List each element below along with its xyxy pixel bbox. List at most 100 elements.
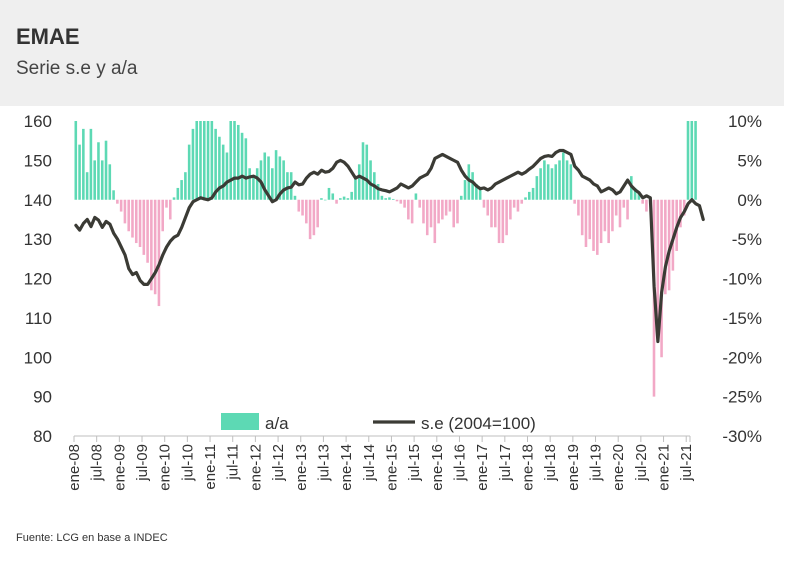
yoy-bar bbox=[202, 121, 206, 200]
x-tick-label: jul-12 bbox=[270, 444, 287, 482]
yoy-bar bbox=[690, 121, 694, 200]
chart-header: EMAE Serie s.e y a/a bbox=[0, 0, 784, 106]
yoy-bar bbox=[622, 199, 626, 208]
yoy-bar bbox=[524, 197, 527, 200]
left-tick-label: 110 bbox=[25, 309, 52, 328]
right-tick-label: -10% bbox=[722, 270, 762, 289]
yoy-bar bbox=[301, 199, 304, 216]
yoy-bar bbox=[580, 199, 584, 236]
yoy-bar bbox=[607, 199, 610, 244]
yoy-bar bbox=[388, 197, 391, 200]
x-tick-label: jul-11 bbox=[225, 444, 242, 481]
x-tick-label: jul-18 bbox=[542, 444, 559, 482]
yoy-bar bbox=[664, 199, 667, 295]
yoy-bars bbox=[74, 121, 697, 397]
yoy-bar bbox=[218, 136, 221, 200]
x-tick-label: jul-13 bbox=[315, 444, 332, 482]
yoy-bar bbox=[433, 199, 437, 244]
yoy-bar bbox=[425, 199, 429, 236]
yoy-bar bbox=[191, 128, 195, 200]
yoy-bar bbox=[320, 198, 323, 200]
yoy-bar bbox=[588, 199, 592, 240]
legend-label-yoy: a/a bbox=[265, 414, 289, 433]
yoy-bar bbox=[459, 195, 463, 200]
x-axis: ene-08 jul-08 ene-09 jul-09 ene-10 jul-10 ene-… bbox=[66, 436, 695, 491]
yoy-bar bbox=[229, 121, 233, 200]
yoy-bar bbox=[509, 199, 512, 220]
left-tick-label: 90 bbox=[33, 388, 52, 407]
chart-title: EMAE bbox=[16, 24, 80, 49]
source-note: Fuente: LCG en base a INDEC bbox=[16, 532, 168, 544]
right-tick-label: -5% bbox=[732, 230, 762, 249]
yoy-bar bbox=[418, 199, 421, 208]
yoy-bar bbox=[599, 199, 603, 244]
right-tick-label: -20% bbox=[722, 348, 762, 367]
yoy-bar bbox=[180, 180, 183, 200]
yoy-bar bbox=[240, 132, 244, 200]
yoy-bar bbox=[187, 144, 191, 200]
yoy-bar bbox=[452, 199, 455, 228]
yoy-bar bbox=[233, 121, 236, 200]
yoy-bar bbox=[694, 121, 697, 200]
yoy-bar bbox=[512, 199, 516, 208]
yoy-bar bbox=[252, 176, 255, 200]
yoy-bar bbox=[255, 168, 259, 200]
yoy-bar bbox=[380, 195, 384, 200]
yoy-bar bbox=[112, 190, 115, 200]
yoy-bar bbox=[596, 199, 599, 255]
yoy-bar bbox=[74, 121, 78, 200]
yoy-bar bbox=[486, 199, 490, 216]
yoy-bar bbox=[346, 198, 350, 200]
yoy-bar bbox=[478, 187, 482, 200]
yoy-bar bbox=[312, 199, 316, 236]
x-tick-label: ene-10 bbox=[157, 444, 174, 491]
yoy-bar bbox=[127, 199, 130, 232]
yoy-bar bbox=[153, 199, 157, 295]
left-tick-label: 100 bbox=[24, 348, 52, 367]
yoy-bar bbox=[97, 142, 100, 200]
x-tick-label: ene-20 bbox=[610, 444, 627, 491]
yoy-bar bbox=[323, 199, 327, 201]
yoy-bar bbox=[493, 199, 497, 228]
yoy-bar bbox=[550, 168, 554, 200]
yoy-bar bbox=[123, 199, 127, 224]
right-axis: -30% -25% -20% -15% -10% -5% 0% 5% 10% bbox=[722, 112, 762, 446]
yoy-bar bbox=[584, 199, 588, 247]
yoy-bar bbox=[361, 142, 365, 200]
yoy-bar bbox=[335, 199, 338, 204]
yoy-bar bbox=[237, 124, 240, 200]
yoy-bar bbox=[482, 199, 486, 208]
x-tick-label: ene-14 bbox=[338, 444, 355, 491]
yoy-bar bbox=[308, 199, 312, 240]
legend-label-se: s.e (2004=100) bbox=[421, 414, 536, 433]
yoy-bar bbox=[667, 199, 671, 291]
yoy-bar bbox=[165, 199, 168, 208]
yoy-bar bbox=[116, 199, 119, 204]
yoy-bar bbox=[221, 144, 225, 200]
x-tick-label: ene-17 bbox=[474, 444, 491, 491]
yoy-bar bbox=[463, 180, 467, 200]
yoy-bar bbox=[297, 199, 301, 212]
left-tick-label: 130 bbox=[24, 230, 52, 249]
x-tick-label: ene-09 bbox=[111, 444, 128, 491]
yoy-bar bbox=[562, 152, 565, 200]
x-tick-label: jul-15 bbox=[406, 444, 423, 482]
x-tick-label: ene-12 bbox=[247, 444, 264, 491]
yoy-bar bbox=[316, 199, 319, 228]
se-line bbox=[74, 148, 705, 344]
yoy-bar bbox=[577, 199, 580, 216]
yoy-bar bbox=[490, 199, 493, 228]
yoy-bar bbox=[618, 199, 622, 228]
yoy-bar bbox=[354, 176, 357, 200]
yoy-bar bbox=[414, 193, 418, 200]
left-tick-label: 140 bbox=[24, 191, 52, 210]
legend-swatch-yoy bbox=[221, 413, 259, 430]
legend: a/a s.e (2004=100) bbox=[221, 413, 536, 433]
x-tick-label: ene-13 bbox=[293, 444, 310, 491]
yoy-bar bbox=[104, 140, 108, 200]
x-tick-label: jul-20 bbox=[633, 444, 650, 482]
x-tick-label: ene-19 bbox=[565, 444, 582, 491]
yoy-bar bbox=[528, 191, 531, 200]
yoy-bar bbox=[531, 187, 535, 200]
yoy-bar bbox=[146, 199, 149, 263]
